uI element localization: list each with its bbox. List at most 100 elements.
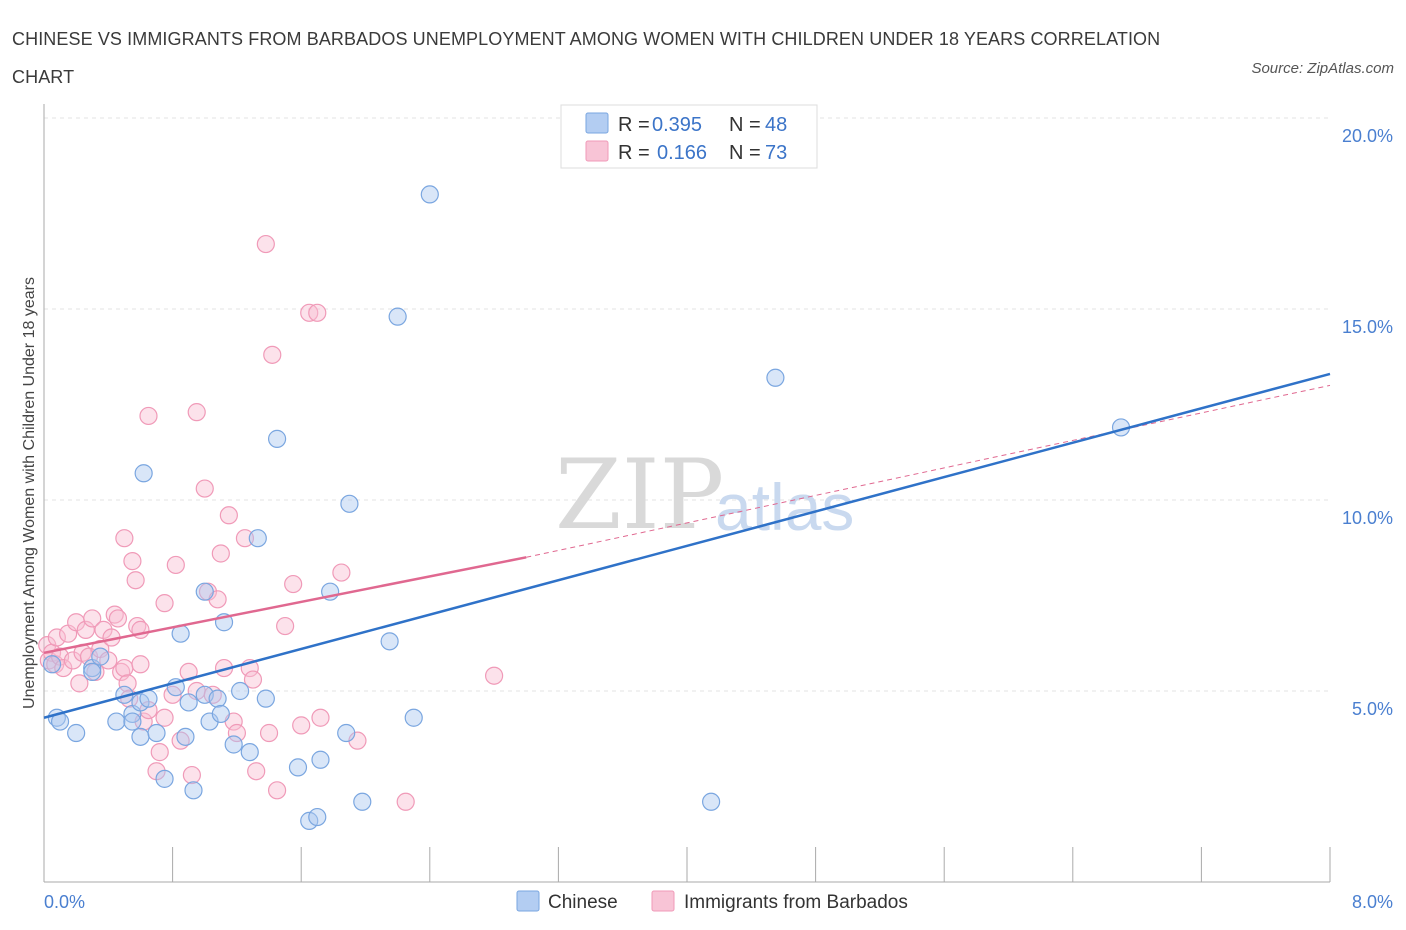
barbados-point-28 [126, 571, 145, 590]
chinese-point-25 [208, 689, 227, 708]
chinese-point-46 [702, 792, 721, 811]
chart-title: CHINESE VS IMMIGRANTS FROM BARBADOS UNEM… [12, 29, 1161, 87]
chinese-point-39 [337, 723, 356, 743]
chinese-point-0 [42, 655, 62, 674]
barbados-point-10 [70, 674, 89, 693]
chinese-point-10 [131, 727, 150, 746]
barbados-point-67 [311, 708, 330, 727]
barbados-trendline [43, 556, 527, 655]
chinese-point-7 [107, 712, 126, 731]
chinese-point-34 [288, 758, 308, 777]
legend-swatch-chinese [585, 112, 609, 134]
chinese-point-41 [353, 792, 372, 811]
y-tick-labels: 5.0% 10.0% 15.0% 20.0% [1342, 126, 1393, 719]
barbados-point-33 [139, 406, 158, 426]
chinese-point-42 [380, 632, 399, 651]
barbados-point-30 [131, 655, 150, 674]
barbados-point-26 [115, 529, 134, 548]
chinese-point-31 [248, 529, 267, 548]
legend-n-label-chinese: N = [729, 114, 761, 136]
barbados-point-62 [276, 616, 295, 636]
bottom-legend-label-chinese: Chinese [548, 892, 618, 913]
chinese-point-22 [195, 582, 214, 601]
chinese-point-37 [311, 750, 330, 769]
chinese-point-30 [240, 743, 259, 762]
source-label: Source: ZipAtlas.com [1251, 60, 1394, 77]
x-tick-label-max: 8.0% [1352, 892, 1393, 912]
chinese-point-33 [267, 429, 287, 448]
chinese-point-3 [67, 723, 86, 743]
barbados-point-38 [155, 708, 174, 727]
barbados-point-61 [267, 781, 287, 800]
barbados-point-50 [211, 544, 230, 563]
barbados-points [38, 234, 504, 811]
chinese-point-21 [184, 781, 203, 800]
barbados-point-12 [76, 620, 95, 639]
bottom-legend-swatch-chinese [516, 890, 540, 912]
chinese-point-44 [404, 708, 423, 727]
gridlines [44, 117, 1330, 692]
chinese-point-40 [340, 494, 359, 513]
barbados-point-57 [243, 670, 263, 689]
chinese-points [42, 185, 1131, 830]
y-axis-title: Unemployment Among Women with Children U… [21, 277, 38, 709]
barbados-point-36 [150, 743, 169, 762]
chinese-point-5 [91, 647, 110, 666]
barbados-point-14 [83, 609, 102, 628]
barbados-point-66 [308, 303, 327, 322]
legend-r-value-barbados: 0.166 [657, 142, 707, 164]
y-tick-label-1: 10.0% [1342, 508, 1393, 528]
bottom-legend-label-barbados: Immigrants from Barbados [684, 892, 908, 913]
barbados-point-27 [123, 552, 142, 571]
chinese-trendline [43, 372, 1331, 719]
axes [43, 104, 1331, 883]
barbados-point-59 [256, 234, 275, 254]
chinese-point-28 [224, 735, 243, 754]
legend-r-label-chinese: R = [618, 114, 650, 136]
correlation-legend: R = 0.395 N = 48 R = 0.166 N = 73 [560, 104, 818, 169]
barbados-point-37 [155, 594, 174, 613]
trendlines [43, 372, 1331, 719]
chinese-point-47 [766, 368, 785, 387]
barbados-point-70 [259, 723, 279, 743]
legend-n-value-chinese: 48 [765, 114, 787, 136]
legend-r-value-chinese: 0.395 [652, 114, 702, 136]
barbados-point-68 [332, 563, 351, 582]
barbados-point-54 [227, 723, 246, 743]
series-legend: Chinese Immigrants from Barbados [516, 890, 908, 913]
x-tick-label-min: 0.0% [44, 892, 85, 912]
chinese-point-12 [123, 712, 142, 731]
watermark-zip: ZIP [555, 439, 724, 551]
legend-n-value-barbados: 73 [765, 142, 787, 164]
chinese-point-6 [83, 662, 102, 682]
chinese-point-45 [420, 185, 439, 204]
chinese-point-15 [147, 723, 166, 743]
chinese-point-20 [179, 693, 198, 712]
barbados-point-64 [292, 716, 311, 735]
chinese-point-32 [256, 689, 275, 708]
y-tick-label-2: 15.0% [1342, 317, 1393, 337]
chinese-point-43 [388, 307, 407, 326]
legend-swatch-barbados [585, 140, 609, 162]
watermark: ZIP atlas [555, 439, 854, 551]
legend-r-label-barbados: R = [618, 142, 650, 164]
y-tick-label-0: 5.0% [1352, 699, 1393, 719]
barbados-trendline-extension [526, 384, 1331, 558]
chinese-point-26 [211, 704, 230, 724]
barbados-point-43 [182, 765, 201, 785]
barbados-point-72 [485, 666, 504, 685]
barbados-point-6 [54, 658, 73, 678]
chinese-point-18 [176, 727, 195, 746]
barbados-point-55 [235, 529, 255, 548]
chinese-point-29 [231, 681, 250, 701]
legend-n-label-barbados: N = [729, 142, 761, 164]
bottom-legend-swatch-barbados [651, 890, 675, 912]
barbados-point-21 [108, 609, 128, 628]
barbados-point-23 [115, 658, 134, 678]
y-tick-label-3: 20.0% [1342, 126, 1393, 146]
barbados-point-42 [179, 662, 198, 682]
barbados-point-63 [284, 574, 303, 594]
chinese-point-16 [155, 769, 174, 788]
barbados-point-52 [219, 506, 238, 525]
